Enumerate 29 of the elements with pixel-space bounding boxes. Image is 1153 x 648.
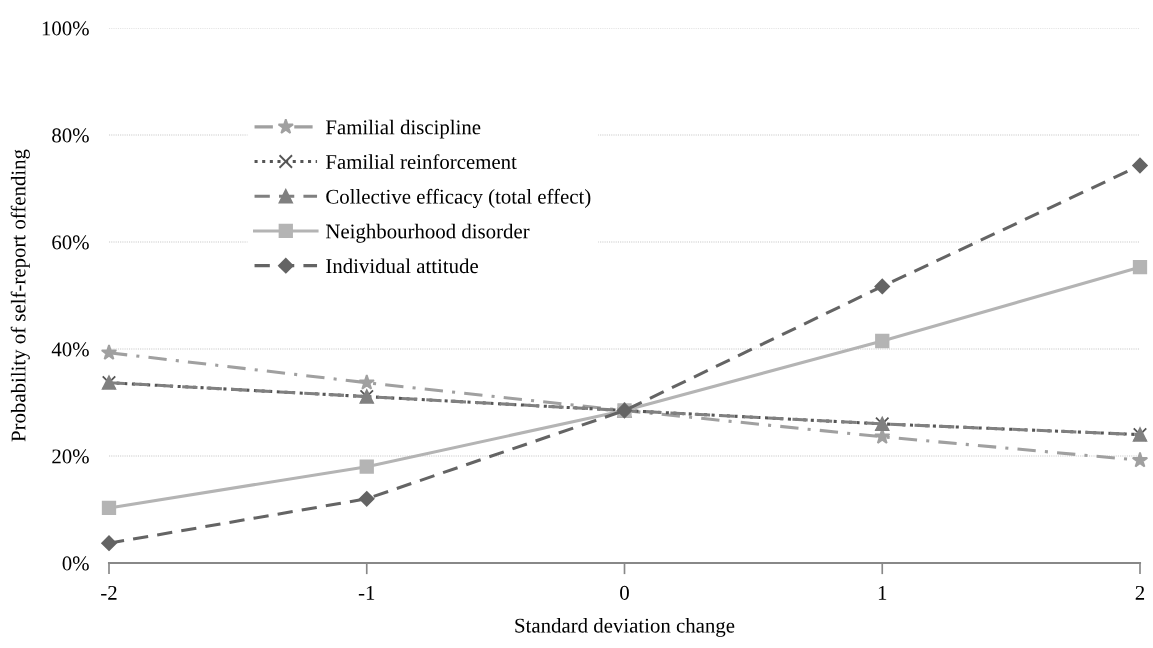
x-tick-label: 0 xyxy=(620,585,629,600)
point xyxy=(1132,259,1148,275)
legend-label: Individual attitude xyxy=(326,258,478,274)
y-tick-label: 0% xyxy=(62,556,89,571)
x-tick-label: 2 xyxy=(1135,585,1145,600)
legend-label: Neighbourhood disorder xyxy=(325,223,530,243)
y-tick-label: 20% xyxy=(52,449,89,464)
legend-label: Familial discipline xyxy=(325,119,481,139)
x-axis-title: Standard deviation change xyxy=(515,618,735,637)
legend-label: Collective efficacy (total effect) xyxy=(326,188,591,209)
y-axis-title: Probability of self-report offending xyxy=(10,149,30,442)
y-tick-label: 40% xyxy=(51,342,89,357)
point xyxy=(101,535,117,551)
point xyxy=(359,459,374,474)
point xyxy=(358,491,375,507)
y-tick-label: 60% xyxy=(52,235,89,250)
point xyxy=(358,374,375,390)
point xyxy=(101,500,117,516)
x-tick-label: 1 xyxy=(878,585,887,600)
point xyxy=(100,344,118,360)
point xyxy=(874,278,891,295)
y-tick-label: 100% xyxy=(42,21,89,36)
point xyxy=(875,333,890,349)
legend-label: Familial reinforcement xyxy=(325,154,517,169)
point xyxy=(1132,157,1148,174)
point xyxy=(1131,451,1149,468)
y-tick-label: 80% xyxy=(52,128,89,143)
x-tick-label: -1 xyxy=(358,585,375,600)
x-tick-label: -2 xyxy=(101,585,117,600)
